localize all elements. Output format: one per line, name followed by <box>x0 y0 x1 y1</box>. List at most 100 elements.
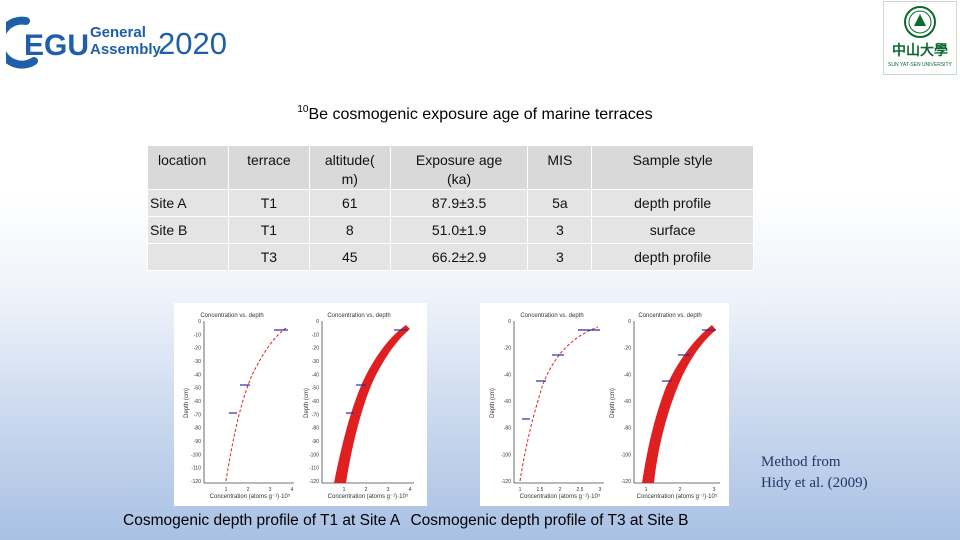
plot-title: Concentration vs. depth <box>327 313 390 319</box>
header-altitude: altitude( m) <box>308 145 391 190</box>
y-tick-label: -40 <box>624 372 631 378</box>
cell-altitude: 61 <box>308 189 391 217</box>
y-tick-label: -40 <box>194 372 201 378</box>
method-note-line1: Method from <box>761 454 841 470</box>
site-b-monte-carlo-profile-plot: Concentration vs. depth 0 -20 -40 -60 -80 -10… <box>610 313 720 500</box>
y-axis-label: Depth (cm) <box>610 388 616 418</box>
y-tick-label: -80 <box>194 426 201 432</box>
x-tick-label: 2 <box>559 487 562 493</box>
y-tick-label: -40 <box>504 372 511 378</box>
header-location: location <box>147 145 229 190</box>
header-sample-style: Sample style <box>591 145 754 190</box>
x-tick-label: 1 <box>645 487 648 493</box>
y-tick-label: -100 <box>191 452 201 458</box>
plot-title: Concentration vs. depth <box>638 313 701 319</box>
sysu-logo: 中山大學 SUN YAT-SEN UNIVERSITY <box>883 1 957 75</box>
table-header-row: location terrace altitude( m) Exposure a… <box>147 145 754 190</box>
y-tick-label: 0 <box>628 319 631 325</box>
x-tick-label: 1 <box>343 487 346 493</box>
cell-altitude: 8 <box>308 216 391 244</box>
y-tick-label: -20 <box>312 346 319 352</box>
y-tick-label: -20 <box>624 346 631 352</box>
header-mis: MIS <box>527 145 593 190</box>
site-b-single-profile-plot: Concentration vs. depth 0 -20 -40 -60 -80 -10… <box>490 313 604 500</box>
x-tick-label: 3 <box>599 487 602 493</box>
egu-brand-short: EGU <box>24 29 89 62</box>
cell-sample-style: surface <box>591 216 754 244</box>
cell-terrace: T3 <box>227 243 310 271</box>
egu-year: 2020 <box>158 26 227 61</box>
y-tick-label: -80 <box>504 426 511 432</box>
y-tick-label: -40 <box>312 372 319 378</box>
table-row: Site B T1 8 51.0±1.9 3 surface <box>147 216 754 244</box>
cell-altitude: 45 <box>308 243 391 271</box>
egu-name-line1: General <box>90 24 146 41</box>
sysu-chinese-name: 中山大學 <box>892 42 948 58</box>
cell-mis: 3 <box>527 243 593 271</box>
y-tick-label: 0 <box>316 319 319 325</box>
y-tick-label: -80 <box>624 426 631 432</box>
cell-exposure-age: 51.0±1.9 <box>389 216 529 244</box>
x-tick-label: 1 <box>519 487 522 493</box>
x-tick-label: 2 <box>679 487 682 493</box>
site-a-depth-profile-figure: Concentration vs. depth 0 -10 -20 -30 -40 -50… <box>174 303 427 506</box>
exposure-age-table: location terrace altitude( m) Exposure a… <box>147 145 754 271</box>
y-tick-label: -20 <box>194 346 201 352</box>
caption-site-a: Cosmogenic depth profile of T1 at Site A <box>123 512 401 529</box>
y-tick-label: -110 <box>309 466 319 472</box>
y-tick-label: -60 <box>504 399 511 405</box>
slide-title: 10Be cosmogenic exposure age of marine t… <box>0 104 960 124</box>
cell-sample-style: depth profile <box>591 189 754 217</box>
header-exposure-age: Exposure age (ka) <box>389 145 529 190</box>
y-tick-label: -90 <box>194 439 201 445</box>
model-envelope <box>642 325 716 483</box>
plot-title: Concentration vs. depth <box>520 313 583 319</box>
y-tick-label: -30 <box>194 359 201 365</box>
sysu-emblem: 中山大學 SUN YAT-SEN UNIVERSITY <box>888 6 953 68</box>
y-tick-label: -50 <box>194 386 201 392</box>
title-isotope-mass: 10 <box>297 104 309 115</box>
x-tick-label: 4 <box>409 487 412 493</box>
site-a-plots-svg: Concentration vs. depth 0 -10 -20 -30 -40 -50… <box>184 313 414 500</box>
y-tick-label: -30 <box>312 359 319 365</box>
x-axis-label: Concentration (atoms g⁻¹)·10⁵ <box>210 493 291 500</box>
table-row: Site A T1 61 87.9±3.5 5a depth profile <box>147 189 754 217</box>
y-tick-label: -120 <box>309 479 319 485</box>
cell-mis: 3 <box>527 216 593 244</box>
y-axis-label: Depth (cm) <box>184 388 190 418</box>
y-tick-label: -60 <box>312 399 319 405</box>
plot-title: Concentration vs. depth <box>200 313 263 319</box>
method-note: Method from Hidy et al. (2009) <box>761 452 868 494</box>
y-axis-label: Depth (cm) <box>490 388 496 418</box>
x-tick-label: 2 <box>365 487 368 493</box>
y-tick-label: 0 <box>198 319 201 325</box>
x-tick-label: 3 <box>269 487 272 493</box>
y-tick-label: -90 <box>312 439 319 445</box>
y-tick-label: -120 <box>621 479 631 485</box>
x-tick-label: 2 <box>247 487 250 493</box>
cell-exposure-age: 87.9±3.5 <box>389 189 529 217</box>
x-axis-label: Concentration (atoms g⁻¹)·10⁵ <box>328 493 409 500</box>
y-tick-label: 0 <box>508 319 511 325</box>
x-tick-label: 3 <box>713 487 716 493</box>
y-tick-label: -110 <box>191 466 201 472</box>
method-note-line2: Hidy et al. (2009) <box>761 475 868 491</box>
cell-location: Site B <box>147 216 229 244</box>
y-tick-label: -50 <box>312 386 319 392</box>
title-text: Be cosmogenic exposure age of marine ter… <box>308 106 653 123</box>
y-tick-label: -60 <box>624 399 631 405</box>
header-terrace: terrace <box>227 145 310 190</box>
model-envelope <box>334 325 410 483</box>
y-tick-label: -10 <box>312 332 319 338</box>
x-axis-label: Concentration (atoms g⁻¹)·10⁵ <box>637 493 718 500</box>
y-tick-label: -20 <box>504 346 511 352</box>
y-tick-label: -80 <box>312 426 319 432</box>
model-curve <box>225 327 287 482</box>
site-b-depth-profile-figure: Concentration vs. depth 0 -20 -40 -60 -80 -10… <box>480 303 729 506</box>
cell-location <box>147 243 229 271</box>
y-tick-label: -120 <box>191 479 201 485</box>
egu-general-assembly-logo: EGU General Assembly 2020 <box>6 16 227 69</box>
y-axis-label: Depth (cm) <box>304 388 310 418</box>
cell-terrace: T1 <box>227 189 310 217</box>
y-tick-label: -10 <box>194 332 201 338</box>
